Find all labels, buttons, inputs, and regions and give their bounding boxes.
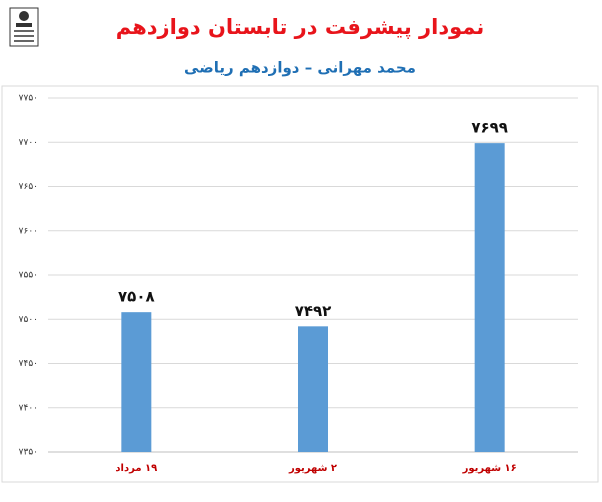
bar <box>298 326 328 452</box>
y-tick-label: ۷۴۰۰ <box>19 403 38 413</box>
y-tick-label: ۷۴۵۰ <box>19 359 38 369</box>
value-label: ۷۴۹۲ <box>295 302 332 320</box>
y-tick-label: ۷۶۵۰ <box>19 182 38 192</box>
y-tick-label: ۷۶۰۰ <box>19 226 38 236</box>
x-tick-label: ۱۶ شهریور <box>462 463 517 474</box>
value-label: ۷۵۰۸ <box>118 288 155 306</box>
y-tick-label: ۷۵۵۰ <box>19 271 38 281</box>
y-tick-label: ۷۷۵۰ <box>19 94 38 104</box>
y-tick-label: ۷۷۰۰ <box>19 138 38 148</box>
chart-subtitle: محمد مهرانی – دوازدهم ریاضی <box>184 59 416 77</box>
y-tick-label: ۷۵۰۰ <box>19 315 38 325</box>
bar <box>121 312 152 452</box>
y-tick-label: ۷۳۵۰ <box>19 448 38 458</box>
chart-frame <box>1 85 599 483</box>
x-tick-label: ۱۹ مرداد <box>115 463 157 474</box>
bar <box>474 143 505 452</box>
x-tick-label: ۲ شهریور <box>288 463 337 474</box>
logo <box>9 7 39 47</box>
value-label: ۷۶۹۹ <box>471 119 508 137</box>
chart-title: نمودار پیشرفت در تابستان دوازدهم <box>116 15 485 39</box>
